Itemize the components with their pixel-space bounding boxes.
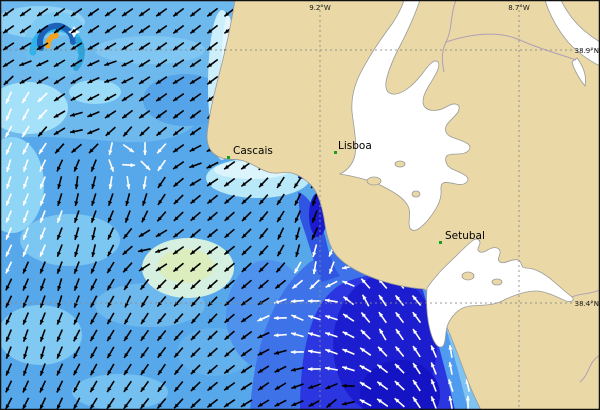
river-lines [441, 0, 600, 383]
green-low-speed-patch [158, 249, 214, 283]
estuary-islet [411, 190, 421, 198]
forecast-logo-icon [24, 12, 90, 78]
city-dot-cascais [227, 156, 230, 159]
sado-estuary [426, 238, 574, 348]
graticule-labels: 9.2°W 8.7°W 38.9°N 38.4°N [309, 4, 599, 308]
lat-tick-label: 38.4°N [575, 300, 599, 308]
estuary-islet [461, 271, 475, 281]
estuary-islet [491, 278, 503, 286]
city-label-cascais: Cascais [233, 145, 273, 157]
lat-tick-label: 38.9°N [575, 47, 599, 55]
city-markers: Cascais Lisboa Setubal [227, 140, 485, 244]
city-label-lisboa: Lisboa [338, 140, 372, 152]
city-dot-setubal [439, 241, 442, 244]
lon-tick-label: 9.2°W [309, 4, 331, 12]
tagus-estuary [338, 0, 471, 231]
city-dot-lisboa [334, 151, 337, 154]
lon-tick-label: 8.7°W [508, 4, 530, 12]
estuary-islet [394, 160, 406, 168]
estuary-islet [366, 176, 382, 186]
city-label-setubal: Setubal [445, 230, 485, 242]
